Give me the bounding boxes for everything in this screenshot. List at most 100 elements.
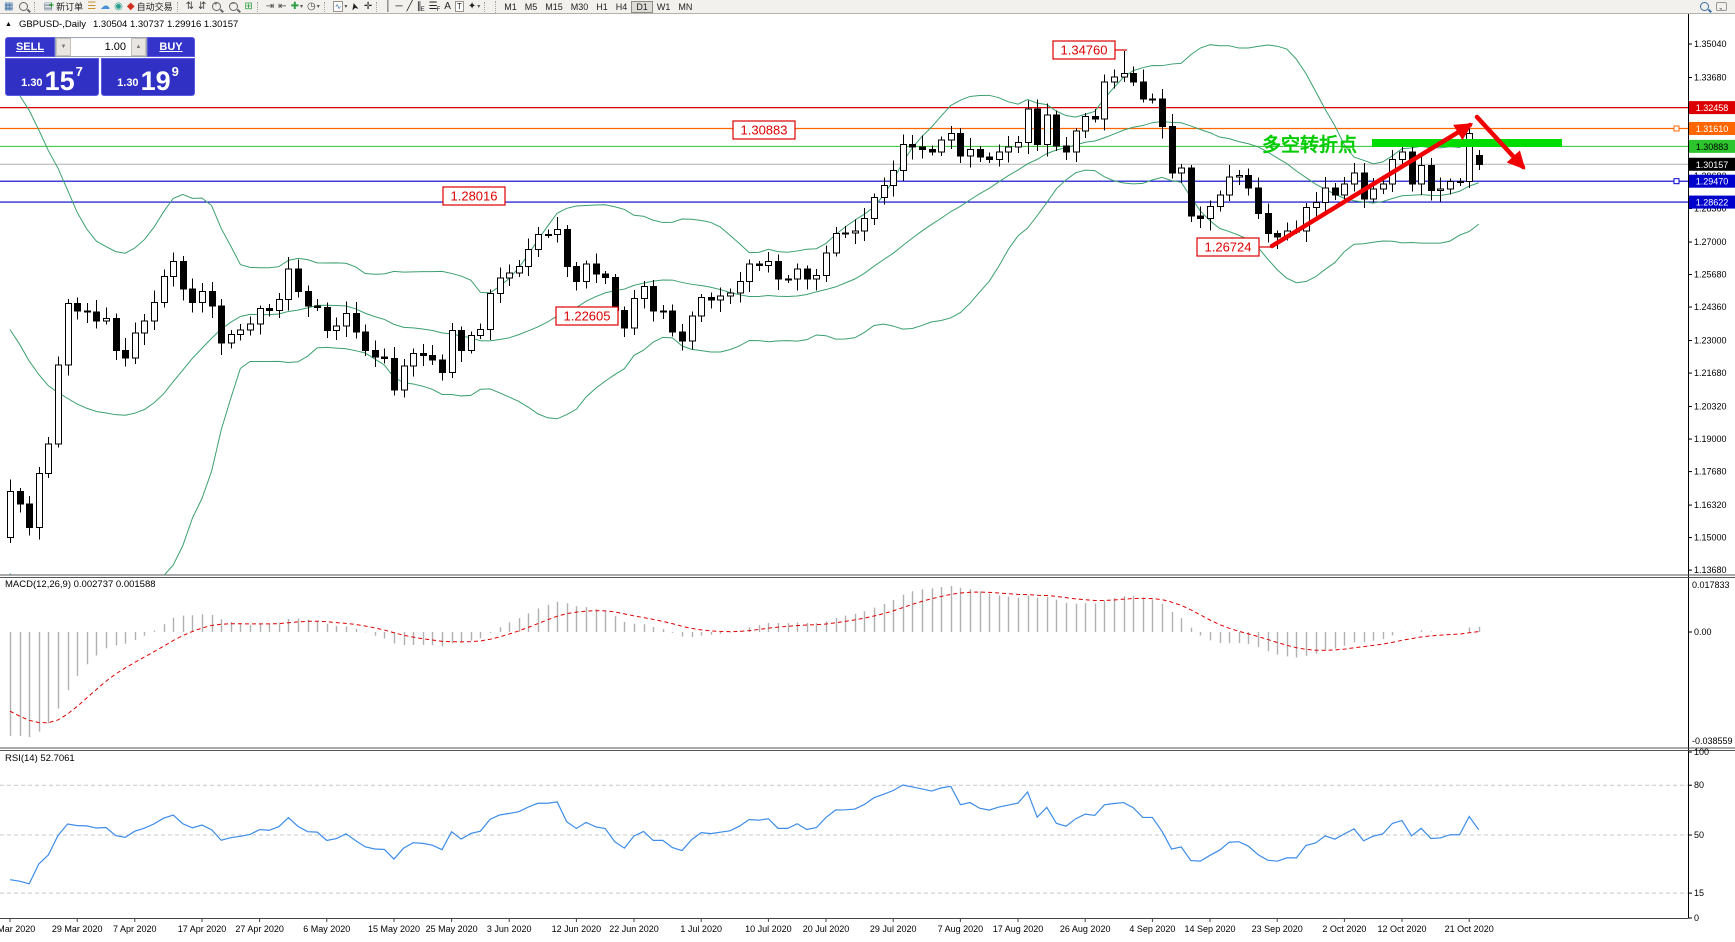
svg-text:26 Aug 2020: 26 Aug 2020 bbox=[1060, 924, 1111, 934]
signals-button[interactable]: ◉ bbox=[112, 1, 125, 13]
chart-symbol-period: GBPUSD-,Daily bbox=[18, 19, 86, 30]
symbol-marker-icon: ▲ bbox=[5, 21, 12, 28]
volume-increase-button[interactable]: ▲ bbox=[131, 38, 146, 56]
toolbar-separator bbox=[376, 1, 381, 12]
dropdown-caret-icon[interactable]: ▾ bbox=[477, 4, 481, 10]
svg-text:1.17680: 1.17680 bbox=[1694, 467, 1727, 477]
turning-point-label[interactable]: 多空转折点 bbox=[1262, 133, 1357, 156]
toolbar-separator bbox=[176, 1, 182, 12]
autotrading-button[interactable]: ◆ 自动交易 bbox=[125, 1, 175, 13]
shapes-button[interactable]: ✦ ▾ bbox=[466, 1, 482, 13]
bollinger-bands bbox=[9, 44, 1480, 575]
equidistant-channel-button[interactable]: ∥ E bbox=[415, 1, 427, 13]
new-order-button[interactable]: ▤ + 新订单 bbox=[41, 0, 85, 13]
svg-text:15 May 2020: 15 May 2020 bbox=[368, 924, 420, 934]
history-center-button[interactable]: ☰ bbox=[85, 1, 98, 13]
buy-price-button[interactable]: 1.30 19 9 bbox=[101, 58, 195, 96]
trendline-icon: ╱ bbox=[406, 1, 413, 12]
macd-histogram bbox=[9, 586, 1481, 738]
svg-text:29 Mar 2020: 29 Mar 2020 bbox=[52, 924, 103, 934]
dropdown-caret-icon[interactable]: ▾ bbox=[299, 4, 303, 10]
svg-text:1 Jul 2020: 1 Jul 2020 bbox=[680, 924, 722, 934]
timeframe-mn[interactable]: MN bbox=[678, 1, 693, 12]
macd-indicator-label: MACD(12,26,9) 0.002737 0.001588 bbox=[5, 579, 156, 590]
new-chart-button[interactable]: ▦ bbox=[2, 1, 15, 13]
shapes-icon: ✦ bbox=[467, 1, 477, 12]
svg-text:1.27000: 1.27000 bbox=[1694, 237, 1727, 247]
text-button[interactable]: A bbox=[442, 1, 453, 13]
dropdown-caret-icon[interactable]: ▾ bbox=[316, 4, 320, 10]
scale-up-button[interactable]: ⇅ bbox=[184, 1, 196, 13]
svg-text:15: 15 bbox=[1694, 888, 1704, 898]
svg-text:1.30883: 1.30883 bbox=[741, 123, 788, 138]
svg-text:7 Apr 2020: 7 Apr 2020 bbox=[113, 924, 157, 934]
buy-price-big-digits: 19 bbox=[140, 65, 171, 96]
svg-text:1.35040: 1.35040 bbox=[1694, 39, 1727, 49]
svg-text:12 Jun 2020: 12 Jun 2020 bbox=[552, 924, 602, 934]
autotrading-label: 自动交易 bbox=[136, 2, 173, 12]
indicator-list-button[interactable]: ∿ ▾ bbox=[331, 1, 350, 13]
tile-windows-icon: ⊞ bbox=[244, 1, 253, 12]
add-indicator-button[interactable]: ✚ ▾ bbox=[289, 1, 305, 13]
search-icon[interactable] bbox=[1700, 2, 1709, 11]
sell-button[interactable]: SELL bbox=[5, 37, 55, 57]
date-axis: 19 Mar 2020 29 Mar 2020 7 Apr 2020 17 Apr 2… bbox=[0, 918, 1494, 934]
trend-arrows[interactable] bbox=[1269, 114, 1526, 249]
print-preview-icon bbox=[19, 2, 29, 11]
zoom-in-button[interactable]: + bbox=[208, 1, 225, 13]
cursor-button[interactable]: ➤ bbox=[349, 1, 362, 13]
svg-text:1.24360: 1.24360 bbox=[1694, 302, 1727, 312]
fibonacci-icon: ☰ bbox=[428, 1, 438, 12]
vertical-line-icon: │ bbox=[385, 1, 392, 12]
svg-text:0.00: 0.00 bbox=[1694, 627, 1712, 637]
chart-shift-button[interactable]: ⇤ bbox=[276, 1, 288, 13]
svg-text:1.28016: 1.28016 bbox=[451, 189, 498, 204]
new-order-label: 新订单 bbox=[56, 2, 84, 12]
buy-button[interactable]: BUY bbox=[147, 37, 195, 57]
horizontal-line-icon: ─ bbox=[395, 1, 403, 12]
zoom-in-icon: + bbox=[212, 1, 222, 11]
chat-icon[interactable] bbox=[1716, 2, 1727, 11]
auto-scroll-button[interactable]: ⇥ bbox=[264, 1, 276, 13]
timeframe-m15[interactable]: M15 bbox=[545, 1, 563, 12]
volume-input[interactable]: 1.00 bbox=[104, 41, 126, 53]
sell-price-button[interactable]: 1.30 15 7 bbox=[5, 58, 99, 96]
svg-text:100: 100 bbox=[1694, 747, 1709, 757]
volume-decrease-button[interactable]: ▼ bbox=[56, 38, 71, 56]
vertical-line-button[interactable]: │ bbox=[383, 1, 393, 13]
svg-text:2 Oct 2020: 2 Oct 2020 bbox=[1322, 924, 1366, 934]
print-preview-button[interactable] bbox=[15, 1, 32, 13]
fibonacci-button[interactable]: ☰ F bbox=[427, 1, 443, 13]
equidistant-channel-sub-letter: E bbox=[420, 6, 425, 13]
volume-control: ▼ 1.00 ▲ bbox=[55, 37, 147, 57]
periods-button[interactable]: ◷ ▾ bbox=[305, 1, 322, 13]
equidistant-channel-icon: ∥ bbox=[416, 1, 422, 12]
dropdown-caret-icon[interactable]: ▾ bbox=[344, 4, 348, 10]
timeframe-m5[interactable]: M5 bbox=[524, 1, 538, 12]
text-label-button[interactable]: T bbox=[453, 1, 466, 13]
timeframe-m1[interactable]: M1 bbox=[504, 1, 517, 12]
experts-button[interactable]: ☁ bbox=[98, 1, 112, 13]
annotation-price-labels[interactable]: 1.34760 1.30883 1.28016 1.22605 1.26724 bbox=[442, 40, 1272, 326]
sell-price-prefix: 1.30 bbox=[21, 77, 43, 89]
tile-windows-button[interactable]: ⊞ bbox=[242, 1, 254, 13]
horizontal-line-button[interactable]: ─ bbox=[393, 1, 404, 13]
scale-down-button[interactable]: ⇵ bbox=[196, 1, 208, 13]
svg-text:1.26724: 1.26724 bbox=[1205, 240, 1252, 255]
crosshair-button[interactable]: ✛ bbox=[362, 1, 374, 13]
svg-text:1.16320: 1.16320 bbox=[1694, 500, 1727, 510]
timeframe-d1[interactable]: D1 bbox=[631, 0, 653, 13]
svg-text:25 May 2020: 25 May 2020 bbox=[426, 924, 478, 934]
chart-ohlc-values: 1.30504 1.30737 1.29916 1.30157 bbox=[92, 19, 239, 30]
toolbar-separator bbox=[256, 1, 262, 12]
timeframe-m30[interactable]: M30 bbox=[570, 1, 589, 12]
timeframe-h1[interactable]: H1 bbox=[596, 1, 608, 12]
svg-text:17 Aug 2020: 17 Aug 2020 bbox=[993, 924, 1044, 934]
svg-text:1.30157: 1.30157 bbox=[1696, 160, 1729, 170]
trendline-button[interactable]: ╱ bbox=[405, 1, 415, 13]
timeframe-w1[interactable]: W1 bbox=[656, 1, 671, 12]
timeframe-h4[interactable]: H4 bbox=[615, 1, 628, 12]
buy-price-pipette: 9 bbox=[171, 64, 179, 79]
zoom-out-button[interactable]: − bbox=[225, 1, 242, 13]
